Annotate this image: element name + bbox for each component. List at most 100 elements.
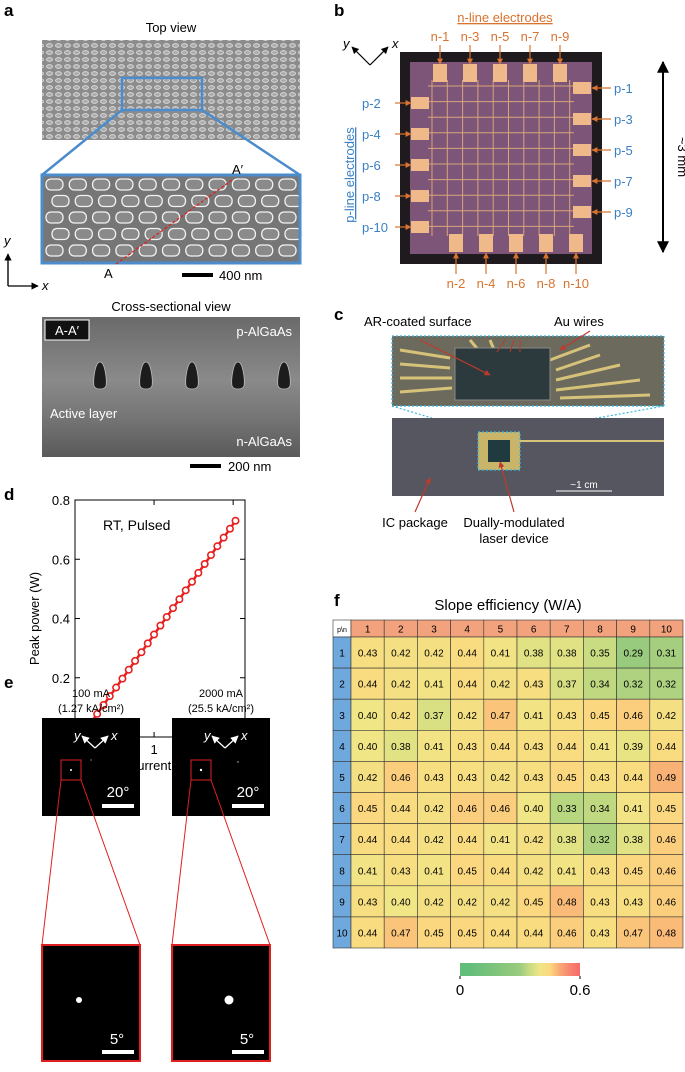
- zoom-source: [477, 431, 521, 471]
- cell: [583, 667, 617, 700]
- pad: [573, 82, 591, 94]
- pad: [411, 97, 429, 109]
- cell-label: 0.32: [590, 835, 610, 846]
- electrode-label: p-10: [362, 220, 388, 235]
- hole: [45, 244, 64, 257]
- cell-label: 0.42: [491, 680, 511, 691]
- electrode-label: n-6: [507, 276, 526, 291]
- hole: [161, 244, 181, 257]
- cell: [450, 698, 485, 731]
- cell-label: 0.46: [491, 804, 511, 815]
- panel-c: AR-coated surface Au wires ~1 cm IC pack…: [364, 314, 665, 546]
- data-point: [124, 665, 133, 674]
- electrode-label: p-7: [614, 174, 633, 189]
- beam-spot: [199, 768, 203, 772]
- electrode-label: n-2: [447, 276, 466, 291]
- hole: [138, 244, 157, 257]
- cell-label: 0.37: [557, 680, 577, 691]
- electrode-label: n-7: [521, 29, 540, 44]
- cell: [649, 761, 684, 793]
- far-field-image: [172, 718, 270, 816]
- column-label: 8: [597, 625, 603, 636]
- hole: [97, 227, 117, 241]
- panel-label: b: [334, 1, 344, 20]
- cell-label: 0.44: [557, 742, 577, 753]
- cell: [483, 636, 518, 669]
- hole: [255, 244, 274, 257]
- cell-label: 0.42: [391, 680, 411, 691]
- cell-label: 0.38: [391, 742, 411, 753]
- gold-wires: [399, 339, 651, 400]
- pad: [573, 206, 591, 218]
- hole: [68, 211, 87, 224]
- point-label: A: [104, 266, 113, 281]
- row-label: 7: [339, 835, 345, 846]
- hole: [191, 194, 210, 208]
- axes-icon: [7, 254, 38, 286]
- cell-label: 0.45: [623, 866, 643, 877]
- axes-icon: [351, 46, 371, 66]
- cell-label: 0.45: [457, 866, 477, 877]
- cell-label: 0.41: [424, 742, 444, 753]
- callout-arrow: [559, 330, 591, 351]
- cell-label: 0.43: [358, 649, 378, 660]
- cell-label: 0.44: [491, 928, 511, 939]
- layer-label: p-AlGaAs: [236, 324, 292, 339]
- electrode-title: n-line electrodes: [457, 10, 553, 25]
- data-point: [105, 692, 114, 701]
- panel-label: a: [4, 1, 14, 20]
- hole: [74, 227, 93, 241]
- cell: [516, 823, 551, 855]
- electrode-label: n-8: [537, 276, 556, 291]
- hole: [121, 194, 140, 208]
- label-box: [44, 319, 90, 341]
- cell-label: 0.45: [524, 897, 544, 908]
- cell-label: 0.44: [391, 835, 411, 846]
- hole: [261, 194, 280, 208]
- pad: [411, 221, 429, 233]
- corner-label: p\n: [337, 627, 347, 634]
- cell: [616, 823, 651, 855]
- cell-label: 0.45: [358, 804, 378, 815]
- cell: [350, 792, 385, 824]
- hole: [284, 194, 303, 208]
- cell-label: 0.41: [358, 866, 378, 877]
- cell: [583, 885, 617, 918]
- hole: [68, 178, 87, 191]
- data-point: [118, 674, 127, 683]
- pad: [493, 64, 507, 82]
- hole: [214, 194, 233, 208]
- pad: [411, 128, 429, 140]
- hole: [68, 244, 87, 257]
- cell-label: 0.42: [424, 897, 444, 908]
- section-line: [115, 179, 233, 265]
- cell-label: 0.33: [557, 804, 577, 815]
- cell: [383, 916, 418, 949]
- cell-label: 0.42: [424, 835, 444, 846]
- cell: [649, 729, 684, 762]
- electrode-label: p-5: [614, 143, 633, 158]
- axis-letter: y: [342, 36, 351, 51]
- cell: [616, 761, 651, 793]
- cell: [549, 792, 584, 824]
- scale-label: 20°: [107, 784, 130, 801]
- row-label: 9: [339, 897, 345, 908]
- electrode-label: p-2: [362, 96, 381, 111]
- hole: [91, 211, 111, 224]
- cell: [616, 729, 651, 762]
- cell: [417, 916, 451, 949]
- cell: [383, 729, 418, 762]
- data-point: [137, 648, 146, 657]
- hole: [121, 227, 140, 241]
- package-die: [488, 440, 510, 462]
- cell-label: 0.43: [358, 897, 378, 908]
- hole: [185, 244, 204, 257]
- hole: [51, 227, 70, 241]
- row-label: 6: [339, 804, 345, 815]
- pad: [553, 64, 567, 82]
- cell-label: 0.39: [623, 742, 643, 753]
- cell-label: 0.32: [623, 680, 643, 691]
- cell-label: 0.34: [590, 804, 610, 815]
- callout-arrow: [414, 477, 431, 513]
